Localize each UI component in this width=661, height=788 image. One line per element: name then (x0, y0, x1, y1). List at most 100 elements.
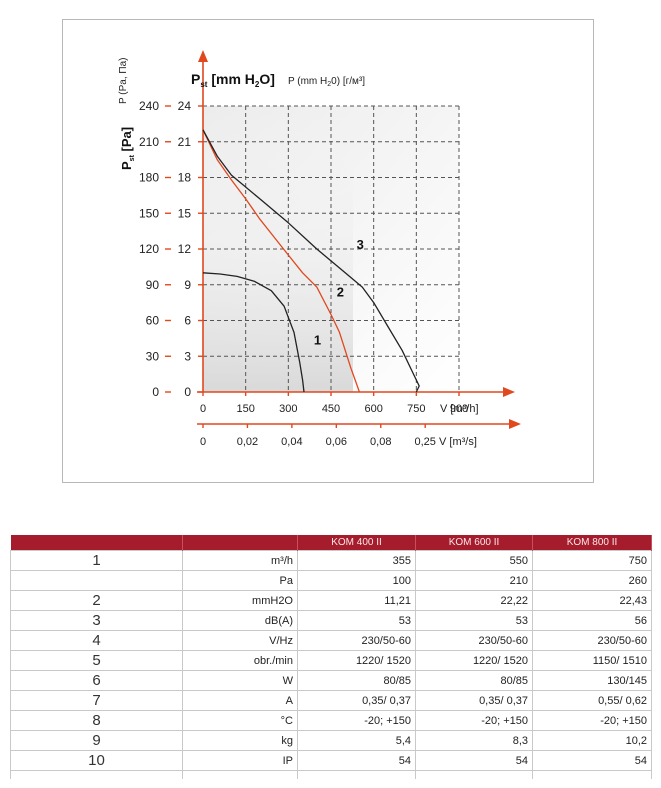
row-unit: mmH2O (182, 590, 298, 611)
row-value: -20; +150 (297, 710, 416, 731)
y-tick-label-mm: 9 (184, 278, 191, 292)
row-index: 8 (10, 710, 183, 731)
row-unit: m³/h (182, 550, 298, 571)
row-value: 53 (415, 610, 533, 631)
row-value: 11,21 (297, 590, 416, 611)
row-value: 230/50-60 (532, 630, 652, 651)
row-index: 6 (10, 670, 183, 691)
row-value: 130/145 (532, 670, 652, 691)
y-tick-label-mm: 0 (184, 385, 191, 399)
title-main: Pst [mm H2O] (191, 71, 275, 89)
spec-table: KOM 400 II KOM 600 II KOM 800 II 1 m³/h 35… (10, 535, 652, 779)
row-unit: V/Hz (182, 630, 298, 651)
x-tick-label-m3h: 900 (450, 403, 468, 415)
row-value: 750 (532, 550, 652, 571)
table-row: 8 °C -20; +150 -20; +150 -20; +150 (10, 710, 652, 731)
row-index: 4 (10, 630, 183, 651)
row-value: 230/50-60 (297, 630, 416, 651)
header-cell (182, 535, 298, 551)
row-unit: Pa (182, 570, 298, 591)
x-tick-label-m3s: 0,08 (370, 436, 391, 448)
y-tick-label-mm: 24 (178, 99, 192, 113)
x-tick-label-m3h: 150 (236, 403, 254, 415)
table-row-cut (10, 770, 652, 779)
row-index: 9 (10, 730, 183, 751)
y-tick-label-pa: 180 (139, 171, 159, 185)
ylabel-pst: Pst [Pa] (119, 127, 136, 170)
row-value: 8,3 (415, 730, 533, 751)
x-tick-label-m3h: 300 (279, 403, 297, 415)
row-value: 550 (415, 550, 533, 571)
row-value: 0,55/ 0,62 (532, 690, 652, 711)
x-tick-label-m3h: 600 (364, 403, 382, 415)
axes (165, 50, 521, 429)
table-row: Pa 100 210 260 (10, 570, 652, 591)
row-value: 22,43 (532, 590, 652, 611)
header-cell: KOM 400 II (297, 535, 416, 551)
row-value: 80/85 (415, 670, 533, 691)
row-value: 100 (297, 570, 416, 591)
x-tick-label-m3s: 0,06 (326, 436, 347, 448)
empty-cell (415, 770, 533, 779)
row-index: 10 (10, 750, 183, 771)
row-value: -20; +150 (415, 710, 533, 731)
y-tick-label-pa: 210 (139, 135, 159, 149)
y-axis-arrow (198, 50, 208, 62)
empty-cell (297, 770, 416, 779)
row-value: 53 (297, 610, 416, 631)
row-index: 1 (10, 550, 183, 571)
x-tick-label-m3s: 0,02 (237, 436, 258, 448)
row-value: 1150/ 1510 (532, 650, 652, 671)
row-index: 3 (10, 610, 183, 631)
y-tick-label-pa: 150 (139, 206, 159, 220)
y-tick-label-pa: 0 (152, 385, 159, 399)
header-cell: KOM 600 II (415, 535, 533, 551)
row-unit: A (182, 690, 298, 711)
y-tick-label-mm: 21 (178, 135, 192, 149)
xlabel-m3h: V [m³/h] (440, 403, 479, 415)
grid (203, 105, 460, 392)
row-value: 54 (415, 750, 533, 771)
table-row: 10 IP 54 54 54 (10, 750, 652, 771)
title-alt: P (mm H20) [г/м³] (288, 76, 365, 88)
row-value: 80/85 (297, 670, 416, 691)
table-row: 1 m³/h 355 550 750 (10, 550, 652, 571)
header-cell: KOM 800 II (532, 535, 652, 551)
row-value: 22,22 (415, 590, 533, 611)
curve-label: 1 (314, 332, 321, 347)
row-unit: obr./min (182, 650, 298, 671)
row-unit: kg (182, 730, 298, 751)
row-unit: W (182, 670, 298, 691)
y-tick-label-mm: 12 (178, 242, 192, 256)
y-tick-label-mm: 6 (184, 314, 191, 328)
y-tick-label-mm: 3 (184, 349, 191, 363)
row-index: 5 (10, 650, 183, 671)
x-tick-label-m3h: 750 (407, 403, 425, 415)
table-row: 3 dB(A) 53 53 56 (10, 610, 652, 631)
series-lines (202, 129, 420, 393)
row-unit: dB(A) (182, 610, 298, 631)
row-value: -20; +150 (532, 710, 652, 731)
row-value: 56 (532, 610, 652, 631)
y-tick-label-pa: 120 (139, 242, 159, 256)
empty-cell (182, 770, 298, 779)
xlabel-m3s: V [m³/s] (439, 436, 477, 448)
y-tick-label-mm: 18 (178, 171, 192, 185)
series-line-2 (202, 129, 361, 393)
row-value: 54 (297, 750, 416, 771)
row-value: 54 (532, 750, 652, 771)
y-tick-label-pa: 240 (139, 99, 159, 113)
row-index: 7 (10, 690, 183, 711)
row-value: 1220/ 1520 (415, 650, 533, 671)
table-row: 6 W 80/85 80/85 130/145 (10, 670, 652, 691)
curve-label: 2 (337, 285, 344, 300)
row-unit: IP (182, 750, 298, 771)
x-tick-label-m3s: 0,04 (281, 436, 302, 448)
row-value: 230/50-60 (415, 630, 533, 651)
x-tick-label-m3h: 450 (322, 403, 340, 415)
row-value: 260 (532, 570, 652, 591)
table-row: 4 V/Hz 230/50-60 230/50-60 230/50-60 (10, 630, 652, 651)
x-axis-m3h-arrow (503, 387, 515, 397)
row-value: 0,35/ 0,37 (415, 690, 533, 711)
table-row: 2 mmH2O 11,21 22,22 22,43 (10, 590, 652, 611)
